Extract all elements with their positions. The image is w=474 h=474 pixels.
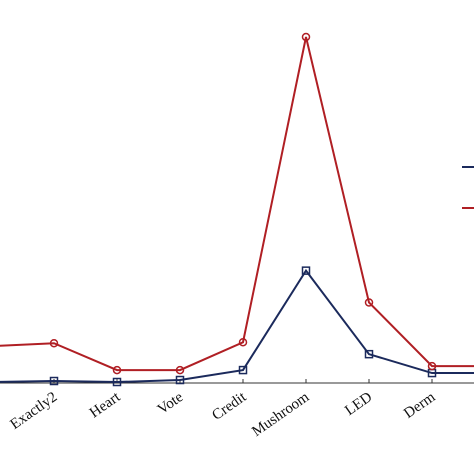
marker [238, 337, 248, 347]
x-tick-label: Mushroom [249, 389, 312, 440]
marker [364, 298, 374, 307]
marker [364, 349, 374, 359]
marker [175, 365, 185, 375]
x-tick-label: Derm [401, 389, 438, 422]
marker [112, 365, 122, 375]
marker [238, 365, 248, 375]
marker [49, 376, 59, 386]
x-tick-label: Exactly2 [7, 389, 60, 433]
x-tick-label: Vote [155, 389, 187, 418]
series-line [0, 36, 474, 372]
marker [49, 338, 59, 348]
x-tick-label: Credit [209, 389, 250, 424]
marker [427, 361, 437, 371]
marker [112, 377, 122, 387]
marker [301, 266, 311, 275]
x-tick-label: LED [342, 389, 375, 419]
x-tick-label: Heart [87, 389, 124, 422]
marker [301, 32, 311, 42]
marker [175, 375, 185, 385]
series-line [0, 268, 474, 384]
